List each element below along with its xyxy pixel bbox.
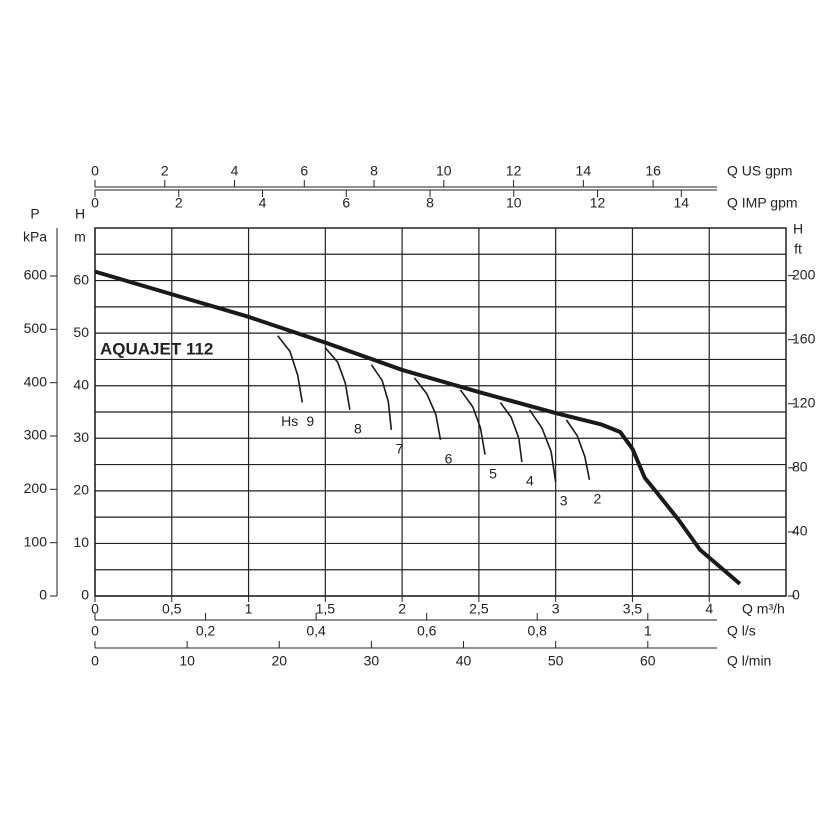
- secondary-tick-label: 400: [24, 373, 48, 389]
- secondary-tick-label: 0,8: [528, 623, 548, 639]
- curve-label: 8: [354, 421, 362, 437]
- secondary-tick-label: 8: [370, 163, 378, 179]
- secondary-tick-label: 0: [91, 623, 99, 639]
- y-tick-label: 40: [73, 376, 89, 392]
- secondary-tick-label: 0: [792, 587, 800, 603]
- secondary-tick-label: 120: [792, 394, 816, 410]
- annotation: Hs: [281, 413, 298, 429]
- suction-curve: [277, 335, 304, 403]
- secondary-axis-label: Q US gpm: [727, 163, 792, 179]
- secondary-tick-label: 2: [175, 195, 183, 211]
- secondary-tick-label: 40: [456, 653, 472, 669]
- x-tick-label: 1: [245, 601, 253, 617]
- secondary-tick-label: 0,4: [306, 623, 326, 639]
- secondary-tick-label: 0: [91, 163, 99, 179]
- y-tick-label: 20: [73, 482, 89, 498]
- secondary-tick-label: 200: [24, 480, 48, 496]
- suction-curve: [499, 402, 523, 463]
- secondary-tick-label: 0,2: [196, 623, 216, 639]
- x-tick-label: 3,5: [623, 601, 643, 617]
- secondary-tick-label: 14: [674, 195, 690, 211]
- suction-curve: [324, 347, 351, 411]
- curve-label: 4: [526, 473, 534, 489]
- secondary-tick-label: 12: [506, 163, 522, 179]
- plot-frame: [94, 227, 787, 597]
- secondary-axis-label: Q l/min: [727, 653, 771, 669]
- x-tick-label: 3: [552, 601, 560, 617]
- secondary-tick-label: 50: [548, 653, 564, 669]
- secondary-tick-label: 0: [39, 587, 47, 603]
- secondary-tick-label: 8: [426, 195, 434, 211]
- secondary-tick-label: 12: [590, 195, 606, 211]
- curve-label: 3: [560, 493, 568, 509]
- y-tick-label: 60: [73, 271, 89, 287]
- curve-label: 6: [445, 451, 453, 467]
- secondary-tick-label: 1: [644, 623, 652, 639]
- secondary-tick-label: 40: [792, 523, 808, 539]
- secondary-tick-label: 14: [576, 163, 592, 179]
- curve-label: 2: [594, 491, 602, 507]
- secondary-tick-label: 10: [506, 195, 522, 211]
- secondary-tick-label: 160: [792, 330, 816, 346]
- x-tick-label: 0: [91, 601, 99, 617]
- secondary-tick-label: 200: [792, 266, 816, 282]
- secondary-tick-label: 500: [24, 320, 48, 336]
- x-tick-label: 2: [398, 601, 406, 617]
- secondary-tick-label: 10: [436, 163, 452, 179]
- y-tick-label: 30: [73, 429, 89, 445]
- secondary-tick-label: 10: [179, 653, 195, 669]
- curve-label: 7: [395, 441, 403, 457]
- secondary-tick-label: 600: [24, 267, 48, 283]
- x-axis-label: Q m³/h: [742, 601, 785, 617]
- x-tick-label: 2,5: [469, 601, 489, 617]
- suction-curve: [413, 377, 442, 441]
- secondary-tick-label: 6: [342, 195, 350, 211]
- y-tick-label: 50: [73, 324, 89, 340]
- curve-label: 5: [489, 465, 497, 481]
- x-tick-label: 0,5: [162, 601, 182, 617]
- secondary-tick-label: 0: [91, 195, 99, 211]
- secondary-tick-label: 80: [792, 459, 808, 475]
- secondary-tick-label: 0: [91, 653, 99, 669]
- secondary-tick-label: 6: [300, 163, 308, 179]
- secondary-tick-label: 0,6: [417, 623, 437, 639]
- pump-curve: [94, 269, 742, 586]
- suction-curve: [370, 364, 393, 430]
- secondary-tick-label: 20: [271, 653, 287, 669]
- suction-curve: [459, 389, 486, 455]
- suction-curve: [565, 419, 591, 480]
- curve-label: 9: [306, 413, 314, 429]
- y-tick-label: 0: [81, 587, 89, 603]
- secondary-tick-label: 300: [24, 427, 48, 443]
- secondary-axis-unit: ft: [794, 241, 802, 257]
- x-tick-label: 1,5: [316, 601, 336, 617]
- secondary-axis-label: P: [30, 206, 39, 222]
- secondary-tick-label: 60: [640, 653, 656, 669]
- secondary-tick-label: 100: [24, 533, 48, 549]
- secondary-tick-label: 16: [645, 163, 661, 179]
- chart-title: AQUAJET 112: [100, 339, 213, 358]
- secondary-tick-label: 4: [231, 163, 239, 179]
- y-tick-label: 10: [73, 534, 89, 550]
- secondary-tick-label: 30: [364, 653, 380, 669]
- secondary-axis-label: Q IMP gpm: [727, 195, 798, 211]
- secondary-axis-label: Q l/s: [727, 623, 756, 639]
- secondary-axis-label: H: [793, 221, 803, 237]
- secondary-axis-unit: kPa: [23, 229, 47, 245]
- y-axis-unit: m: [74, 229, 86, 245]
- x-tick-label: 4: [705, 601, 713, 617]
- suction-curve: [528, 409, 557, 483]
- y-axis-label: H: [75, 206, 85, 222]
- secondary-tick-label: 2: [161, 163, 169, 179]
- secondary-tick-label: 4: [259, 195, 267, 211]
